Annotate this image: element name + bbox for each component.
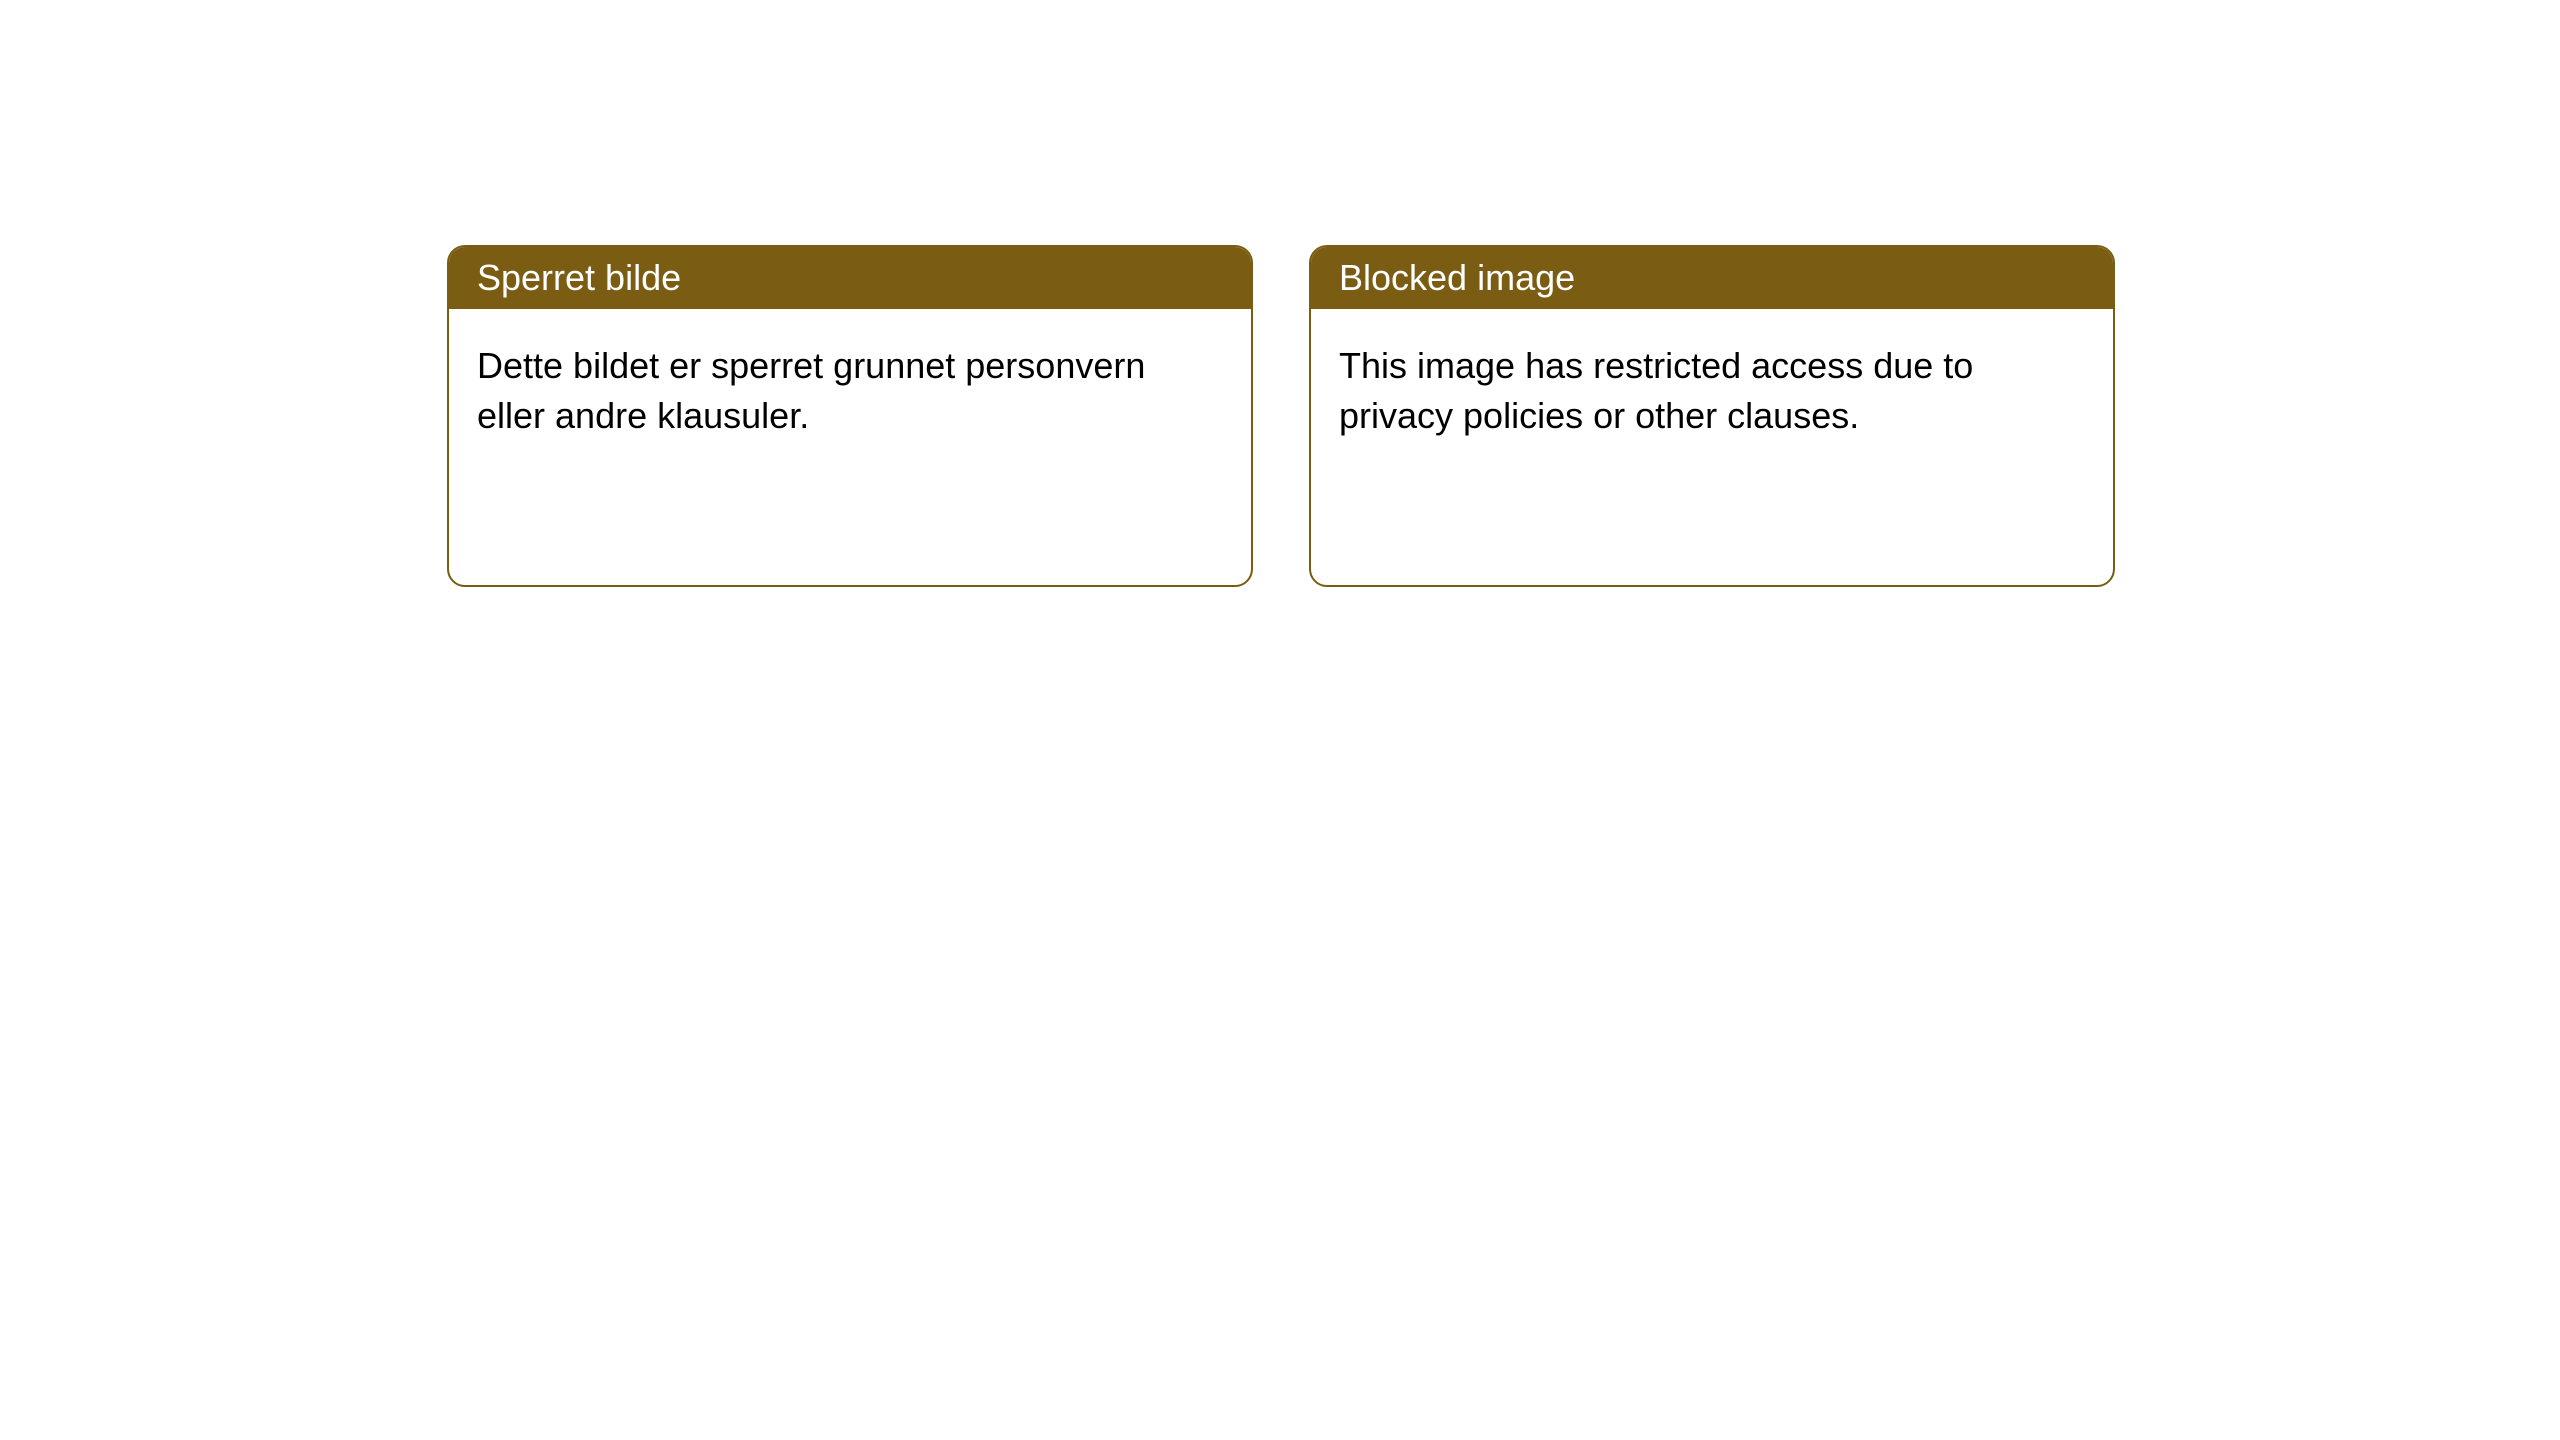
- notice-container: Sperret bilde Dette bildet er sperret gr…: [447, 245, 2115, 587]
- notice-body: This image has restricted access due to …: [1311, 309, 2113, 474]
- notice-title: Blocked image: [1339, 257, 1575, 298]
- notice-box-norwegian: Sperret bilde Dette bildet er sperret gr…: [447, 245, 1253, 587]
- notice-title: Sperret bilde: [477, 257, 681, 298]
- notice-header: Blocked image: [1311, 247, 2113, 309]
- notice-body-text: Dette bildet er sperret grunnet personve…: [477, 345, 1145, 436]
- notice-body-text: This image has restricted access due to …: [1339, 345, 1973, 436]
- notice-body: Dette bildet er sperret grunnet personve…: [449, 309, 1251, 474]
- notice-header: Sperret bilde: [449, 247, 1251, 309]
- notice-box-english: Blocked image This image has restricted …: [1309, 245, 2115, 587]
